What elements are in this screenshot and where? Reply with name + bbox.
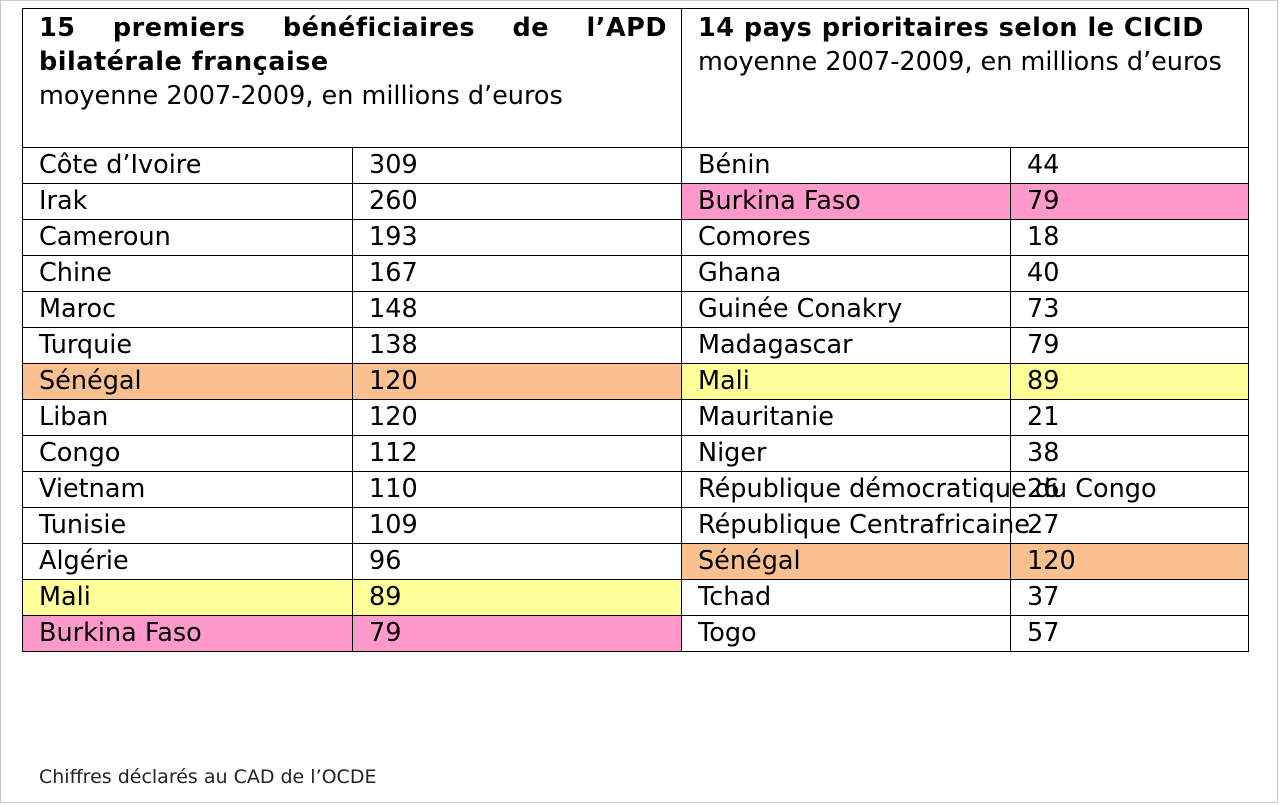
left-country: Mali — [22, 579, 353, 616]
right-country: Ghana — [681, 255, 1011, 292]
right-value: 73 — [1009, 291, 1250, 328]
left-country: Chine — [22, 255, 353, 292]
left-country: Maroc — [22, 291, 353, 328]
left-country: Burkina Faso — [22, 615, 353, 652]
left-value: 79 — [352, 615, 682, 652]
left-country: Congo — [22, 435, 353, 472]
left-country: Algérie — [22, 543, 353, 580]
table-row: Tunisie 109 République Centrafricaine 27 — [22, 507, 1250, 544]
table-row: Burkina Faso 79 Togo 57 — [22, 615, 1250, 652]
left-subtitle: moyenne 2007-2009, en millions d’euros — [39, 81, 563, 111]
right-country: Tchad — [681, 579, 1011, 616]
table-row: Turquie 138 Madagascar 79 — [22, 327, 1250, 364]
left-country: Turquie — [22, 327, 353, 364]
right-value: 38 — [1009, 435, 1250, 472]
right-country: Mali — [681, 363, 1011, 400]
left-country: Sénégal — [22, 363, 353, 400]
left-value: 89 — [352, 579, 682, 616]
left-value: 193 — [352, 219, 682, 256]
right-value: 57 — [1009, 615, 1250, 652]
left-value: 260 — [352, 183, 682, 220]
left-value: 120 — [352, 399, 682, 436]
right-country: Sénégal — [681, 543, 1011, 580]
table-row: Cameroun 193 Comores 18 — [22, 219, 1250, 256]
right-country: Niger — [681, 435, 1011, 472]
left-header: 15 premiers bénéficiaires de l’APD bilat… — [22, 8, 682, 148]
source-note: Chiffres déclarés au CAD de l’OCDE — [39, 766, 377, 788]
left-value: 110 — [352, 471, 682, 508]
right-country: Mauritanie — [681, 399, 1011, 436]
right-country: Guinée Conakry — [681, 291, 1011, 328]
left-value: 148 — [352, 291, 682, 328]
right-value: 27 — [1009, 507, 1250, 544]
right-country: République démocratique du Congo — [681, 471, 1157, 508]
left-country: Liban — [22, 399, 353, 436]
table-row: Maroc 148 Guinée Conakry 73 — [22, 291, 1250, 328]
right-value: 37 — [1009, 579, 1250, 616]
table-row: Congo 112 Niger 38 — [22, 435, 1250, 472]
left-country: Côte d’Ivoire — [22, 147, 353, 184]
table-row: Sénégal 120 Mali 89 — [22, 363, 1250, 400]
right-value: 40 — [1009, 255, 1250, 292]
right-country: Madagascar — [681, 327, 1011, 364]
right-value: 79 — [1009, 327, 1250, 364]
right-header: 14 pays prioritaires selon le CICID moye… — [680, 8, 1250, 148]
table-row: Mali 89 Tchad 37 — [22, 579, 1250, 616]
left-value: 138 — [352, 327, 682, 364]
right-country: République Centrafricaine — [681, 507, 1030, 544]
right-country: Togo — [681, 615, 1011, 652]
left-value: 309 — [352, 147, 682, 184]
right-country: Burkina Faso — [681, 183, 1011, 220]
right-value: 89 — [1009, 363, 1250, 400]
right-value: 21 — [1009, 399, 1250, 436]
left-country: Vietnam — [22, 471, 353, 508]
right-country: Bénin — [681, 147, 1011, 184]
left-value: 109 — [352, 507, 682, 544]
right-country: Comores — [681, 219, 1011, 256]
right-value: 18 — [1009, 219, 1250, 256]
table-row: Chine 167 Ghana 40 — [22, 255, 1250, 292]
table-row: Vietnam 110 République démocratique du C… — [22, 471, 1250, 508]
table-row: Irak 260 Burkina Faso 79 — [22, 183, 1250, 220]
table-row: Algérie 96 Sénégal 120 — [22, 543, 1250, 580]
right-title: 14 pays prioritaires selon le CICID — [698, 13, 1204, 43]
right-value: 120 — [1009, 543, 1250, 580]
right-value: 79 — [1009, 183, 1250, 220]
header-row: 15 premiers bénéficiaires de l’APD bilat… — [22, 8, 1250, 148]
left-value: 120 — [352, 363, 682, 400]
left-country: Cameroun — [22, 219, 353, 256]
left-country: Tunisie — [22, 507, 353, 544]
right-subtitle: moyenne 2007-2009, en millions d’euros — [698, 47, 1222, 77]
left-country: Irak — [22, 183, 353, 220]
left-value: 112 — [352, 435, 682, 472]
left-value: 167 — [352, 255, 682, 292]
table-row: Côte d’Ivoire 309 Bénin 44 — [22, 147, 1250, 184]
table-row: Liban 120 Mauritanie 21 — [22, 399, 1250, 436]
left-value: 96 — [352, 543, 682, 580]
left-title: 15 premiers bénéficiaires de l’APD bilat… — [39, 13, 667, 77]
right-value: 44 — [1009, 147, 1250, 184]
apd-comparison-table: 15 premiers bénéficiaires de l’APD bilat… — [22, 8, 1250, 652]
